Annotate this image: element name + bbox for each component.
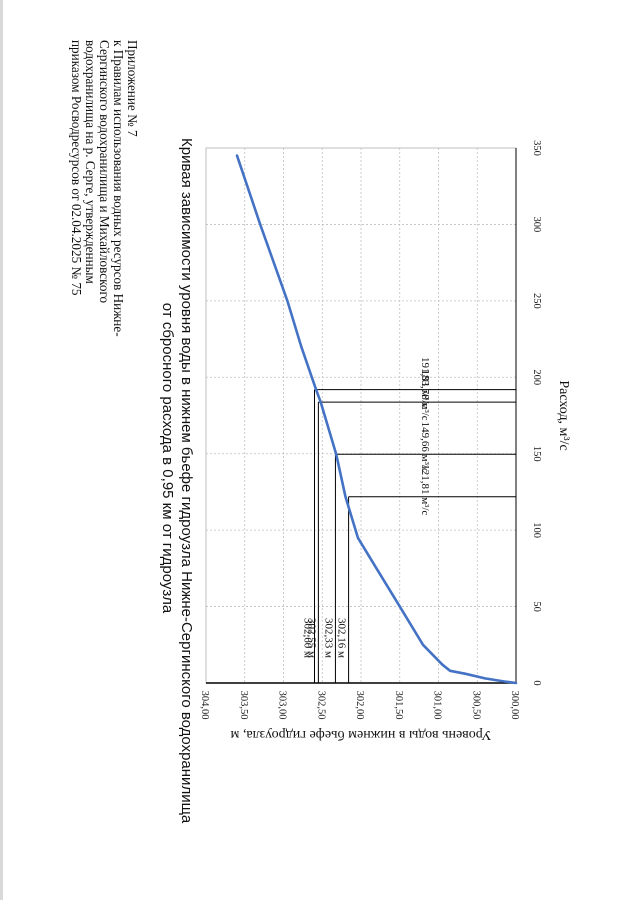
series-line <box>235 154 518 685</box>
x-tick-labels: 0 50 100 150 200 250 300 350 <box>531 140 542 686</box>
x-axis-label: Расход, м³/с <box>556 380 571 450</box>
x-tick-label: 300 <box>531 217 542 233</box>
y-axis-label: Уровень воды в нижнем бьефе гидроузла, м <box>230 727 491 742</box>
annotation-level-label: 302,33 м <box>322 618 334 658</box>
x-tick-label: 200 <box>531 369 542 385</box>
y-tick-label: 300,00 <box>509 691 520 720</box>
y-tick-label: 300,50 <box>470 691 481 720</box>
annotation-flow-label: 121,81 м³/с <box>419 464 431 515</box>
grid <box>205 147 517 684</box>
annotation-flow-label: 183,78 м³/с <box>419 369 431 420</box>
axes <box>206 148 517 684</box>
annotations: 121,81 м³/с 302,16 м 149,66 м³/с 302,33 м 18… <box>302 357 516 683</box>
x-tick-label: 50 <box>531 601 542 612</box>
x-tick-label: 250 <box>531 293 542 309</box>
y-tick-label: 302,00 <box>354 691 365 720</box>
annotation-flow-label: 149,66 м³/с <box>419 422 431 473</box>
x-tick-label: 150 <box>531 446 542 462</box>
y-tick-label: 301,50 <box>393 691 404 720</box>
x-tick-label: 0 <box>531 680 542 685</box>
annotation-level-label: 302,16 м <box>336 618 348 658</box>
y-tick-labels: 300,00 300,50 301,00 301,50 302,00 302,50 303,… <box>199 691 520 720</box>
y-tick-label: 301,00 <box>432 691 443 720</box>
annotation-level-label: 302,60 м <box>302 618 314 658</box>
x-tick-label: 350 <box>531 140 542 156</box>
scan-edge <box>0 0 3 900</box>
y-tick-label: 304,00 <box>199 691 210 720</box>
annotation-flow-label: 191,91 м³/с <box>419 357 431 408</box>
y-tick-label: 303,50 <box>238 691 249 720</box>
x-tick-label: 100 <box>531 522 542 538</box>
y-tick-label: 303,00 <box>277 691 288 720</box>
y-tick-label: 302,50 <box>315 691 326 720</box>
